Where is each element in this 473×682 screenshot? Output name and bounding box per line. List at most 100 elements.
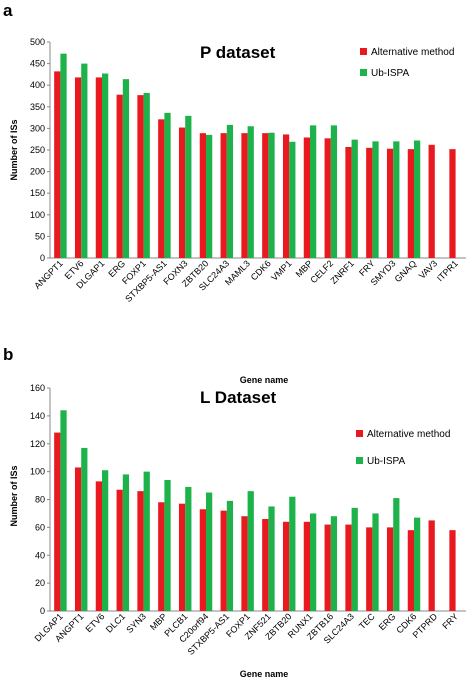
- panel-a-y-axis-label: Number of ISs: [9, 119, 19, 180]
- panel-b-bar-ubispa: [206, 492, 213, 611]
- panel-b-bar-ubispa: [81, 447, 88, 611]
- panel-b-y-tick-label: 120: [30, 439, 45, 449]
- panel-b-bar-ubispa: [226, 500, 234, 611]
- panel-a-y-tick-label: 350: [30, 102, 45, 112]
- panel-a-bar-alternative: [345, 146, 352, 258]
- panel-b-bar-alternative: [428, 520, 435, 611]
- panel-a-bar-alternative: [324, 138, 331, 258]
- panel-a-bar-alternative: [282, 134, 290, 258]
- panel-a-bar-ubispa: [226, 124, 234, 258]
- panel-b-bar-alternative: [366, 527, 373, 611]
- panel-a-legend-swatch-ubispa: [360, 69, 367, 76]
- panel-b-legend-label-alternative: Alternative method: [367, 429, 450, 440]
- panel-a-bar-alternative: [262, 133, 269, 258]
- panel-a-bar-ubispa: [310, 125, 317, 258]
- panel-a-y-tick-label: 250: [30, 145, 45, 155]
- panel-b-y-tick-label: 80: [35, 495, 45, 505]
- panel-b-bar-alternative: [220, 510, 227, 611]
- panel-a-bar-alternative: [158, 119, 165, 258]
- panel-a-category-label: CDK6: [249, 258, 273, 282]
- panel-a-bar-ubispa: [351, 139, 358, 258]
- panel-a-bar-alternative: [199, 133, 206, 258]
- panel-a-bar-ubispa: [185, 115, 192, 258]
- panel-b-legend-swatch-alternative: [356, 430, 363, 437]
- panel-b-y-tick-label: 60: [35, 522, 45, 532]
- panel-a-bar-ubispa: [289, 141, 296, 258]
- panel-a-bar-alternative: [116, 94, 123, 258]
- panel-b-bar-alternative: [74, 467, 82, 611]
- panel-a-y-tick-label: 150: [30, 188, 45, 198]
- panel-b-y-tick-label: 160: [30, 383, 45, 393]
- panel-a-category-label: GNAQ: [393, 258, 419, 284]
- panel-a-bar-ubispa: [414, 140, 421, 258]
- panel-b-bar-ubispa: [102, 470, 109, 611]
- panel-b-bar-alternative: [178, 503, 186, 611]
- panel-b-category-label: ETV6: [83, 611, 106, 634]
- panel-a-category-label: ITPR1: [435, 258, 460, 283]
- panel-b-bar-alternative: [241, 516, 248, 611]
- panel-b-bar-ubispa: [310, 513, 317, 611]
- panel-b-bar-ubispa: [372, 513, 379, 611]
- panel-b-y-tick-label: 140: [30, 411, 45, 421]
- panel-b-y-tick-label: 100: [30, 467, 45, 477]
- panel-a-legend-label-alternative: Alternative method: [371, 47, 454, 58]
- panel-b-bar-ubispa: [289, 496, 296, 611]
- panel-b-category-label: DLC1: [104, 611, 127, 634]
- panel-b-legend-swatch-ubispa: [356, 457, 363, 464]
- panel-a-bar-alternative: [428, 144, 435, 258]
- panel-a-category-label: ANGPT1: [32, 258, 65, 291]
- panel-a-bar-alternative: [366, 147, 373, 258]
- panel-b-bar-alternative: [137, 491, 144, 611]
- panel-b-y-axis-label: Number of ISs: [9, 465, 19, 526]
- panel-a-letter: a: [3, 1, 13, 20]
- panel-a-legend-swatch-alternative: [360, 48, 367, 55]
- panel-a-y-tick-label: 50: [35, 231, 45, 241]
- panel-a-bar-ubispa: [206, 134, 213, 258]
- panel-b-bar-ubispa: [414, 517, 421, 611]
- panel-b-category-label: TEC: [357, 611, 377, 631]
- panel-b-bar-alternative: [345, 524, 352, 611]
- panel-b-bar-ubispa: [60, 410, 67, 611]
- panel-a-bar-ubispa: [330, 125, 338, 258]
- panel-b-category-label: SYN3: [124, 611, 148, 635]
- panel-b-bar-ubispa: [268, 506, 275, 611]
- panel-a-bar-ubispa: [164, 112, 171, 259]
- panel-a-title: P dataset: [200, 43, 276, 62]
- panel-a-bar-alternative: [386, 148, 394, 258]
- panel-a-y-tick-label: 0: [40, 253, 45, 263]
- panel-b-bar-alternative: [199, 509, 206, 611]
- panel-b-bar-ubispa: [143, 471, 150, 611]
- panel-a-legend: Alternative method Ub-ISPA: [360, 47, 454, 79]
- panel-a-bar-alternative: [178, 127, 186, 258]
- panel-b-y-tick-label: 40: [35, 550, 45, 560]
- panel-b-bar-alternative: [407, 530, 414, 611]
- panel-b-bar-ubispa: [247, 491, 254, 611]
- panel-b-bar-alternative: [262, 519, 269, 611]
- panel-a-bar-alternative: [137, 95, 144, 258]
- panel-b-bar-alternative: [303, 521, 310, 611]
- panel-b-legend-label-ubispa: Ub-ISPA: [367, 456, 405, 467]
- panel-a-bar-alternative: [54, 71, 61, 258]
- panel-a-y-tick-label: 300: [30, 123, 45, 133]
- panel-b-bar-alternative: [95, 481, 102, 611]
- panel-a-category-label: ZNRF1: [328, 258, 356, 286]
- panel-a-bar-alternative: [74, 77, 82, 258]
- panel-b-bar-alternative: [116, 489, 123, 611]
- panel-b-bar-ubispa: [185, 486, 192, 611]
- panel-b-bar-ubispa: [164, 479, 171, 611]
- panel-a-y-tick-label: 100: [30, 210, 45, 220]
- panel-a-y-tick-label: 400: [30, 80, 45, 90]
- panel-a-bar-ubispa: [247, 126, 254, 259]
- panel-a-bar-alternative: [407, 149, 414, 258]
- panel-a-bar-ubispa: [122, 79, 130, 258]
- panel-b-y-tick-label: 20: [35, 578, 45, 588]
- panel-a-bar-alternative: [449, 149, 456, 258]
- panel-b-bar-alternative: [449, 530, 456, 611]
- panel-b-bar-ubispa: [393, 498, 400, 611]
- panel-a-bar-ubispa: [143, 92, 150, 258]
- panel-a-bar-alternative: [241, 133, 248, 258]
- panel-b-bar-ubispa: [122, 474, 130, 611]
- panel-a: a P dataset Number of ISs Gene name Alte…: [3, 1, 466, 385]
- panel-a-bar-ubispa: [372, 141, 379, 258]
